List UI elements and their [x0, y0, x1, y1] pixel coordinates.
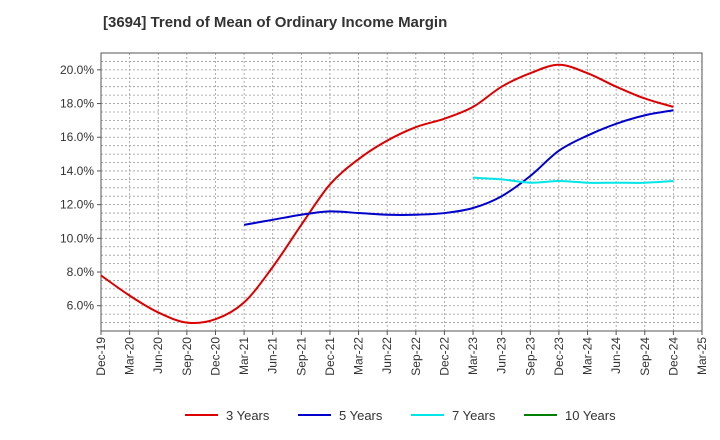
legend-label-7-years: 7 Years	[452, 408, 496, 423]
x-tick-label: Sep-23	[523, 337, 537, 376]
series-line-5-years	[243, 109, 674, 226]
x-tick-label: Sep-21	[294, 337, 308, 376]
y-tick-label: 6.0%	[67, 299, 95, 313]
series-line-7-years	[472, 176, 674, 184]
x-tick-label: Jun-20	[151, 337, 165, 374]
x-tick-label: Jun-24	[609, 337, 623, 374]
x-tick-label: Mar-24	[581, 337, 595, 375]
plot-area	[100, 52, 703, 332]
x-tick-label: Jun-21	[266, 337, 280, 374]
x-tick-label: Jun-23	[495, 337, 509, 374]
y-tick-label: 10.0%	[60, 231, 94, 245]
series-lines	[100, 63, 674, 324]
series-line-3-years	[100, 63, 674, 324]
y-tick-label: 20.0%	[60, 63, 94, 77]
x-tick-label: Dec-22	[437, 337, 451, 376]
x-tick-label: Dec-23	[552, 337, 566, 376]
legend: 3 Years 5 Years 7 Years 10 Years	[185, 408, 616, 423]
y-tick-label: 8.0%	[67, 265, 95, 279]
y-tick-label: 18.0%	[60, 97, 94, 111]
legend-label-3-years: 3 Years	[226, 408, 270, 423]
legend-label-5-years: 5 Years	[339, 408, 383, 423]
x-tick-label: Dec-21	[323, 337, 337, 376]
y-tick-label: 12.0%	[60, 198, 94, 212]
x-tick-label: Dec-24	[666, 337, 680, 376]
grid	[101, 53, 702, 331]
x-tick-label: Mar-22	[352, 337, 366, 375]
y-tick-label: 16.0%	[60, 130, 94, 144]
x-tick-label: Mar-21	[237, 337, 251, 375]
x-tick-label: Jun-22	[380, 337, 394, 374]
x-tick-label: Dec-19	[94, 337, 108, 376]
y-tick-label: 14.0%	[60, 164, 94, 178]
x-tick-label: Sep-22	[409, 337, 423, 376]
x-tick-label: Mar-25	[695, 337, 709, 375]
x-axis: Dec-19 Mar-20 Jun-20 Sep-20 Dec-20 Mar-21 Jun-…	[94, 331, 709, 376]
y-axis: 6.0% 8.0% 10.0% 12.0% 14.0% 16.0% 18.0% 20.0%	[60, 63, 101, 313]
x-tick-label: Dec-20	[208, 337, 222, 376]
legend-label-10-years: 10 Years	[565, 408, 616, 423]
x-tick-label: Mar-23	[466, 337, 480, 375]
x-tick-label: Sep-20	[180, 337, 194, 376]
chart-title: [3694] Trend of Mean of Ordinary Income …	[103, 14, 448, 31]
x-tick-label: Mar-20	[123, 337, 137, 375]
x-tick-label: Sep-24	[638, 337, 652, 376]
